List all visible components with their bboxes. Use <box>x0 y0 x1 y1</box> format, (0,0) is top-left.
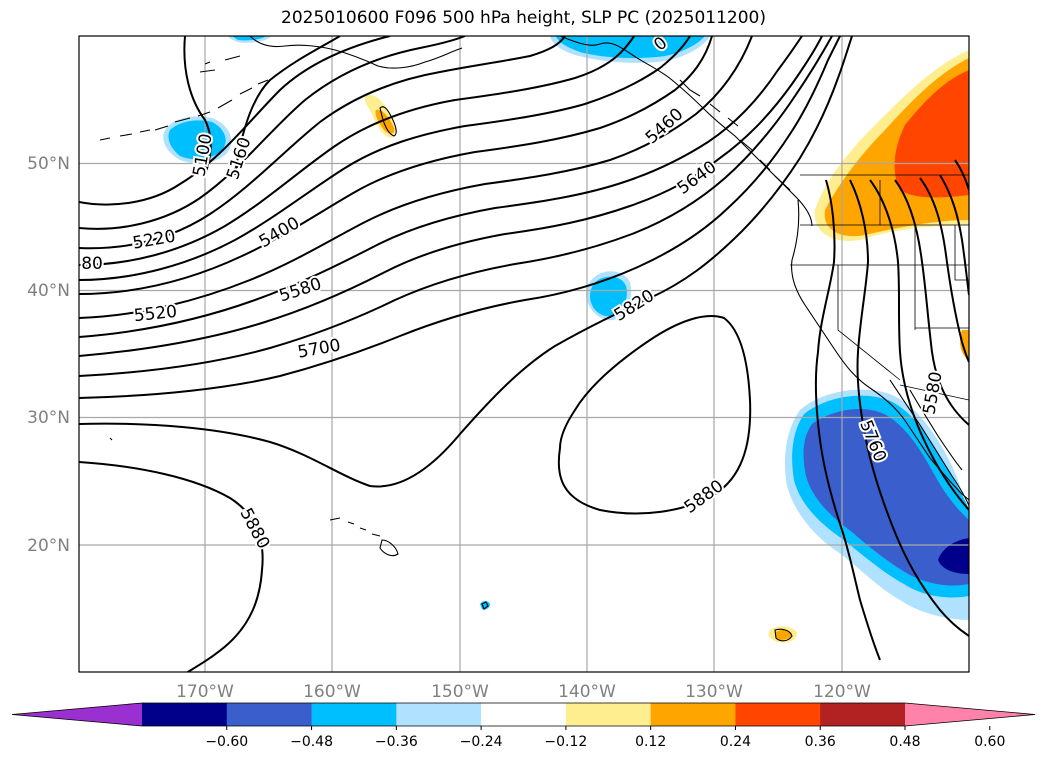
contour-5820 <box>79 36 853 488</box>
contour-label: 80 <box>81 254 103 274</box>
colorbar-segment <box>565 703 652 726</box>
colorbar-segment <box>226 703 313 726</box>
lat-label: 30°N <box>27 408 70 428</box>
colorbar-segment <box>311 703 397 726</box>
colorbar-segment <box>735 703 821 726</box>
contour-5880-closed <box>557 315 752 515</box>
colorbar-extend-min <box>12 703 142 726</box>
colorbar-tick-label: 0.36 <box>805 734 836 750</box>
colorbar-tick-label: −0.48 <box>290 734 333 750</box>
positive-anomaly-inner <box>894 70 969 198</box>
plot-area: 5100 5160 5220 5400 5460 5520 5580 5640 … <box>79 36 969 672</box>
colorbar-tick-label: 0.12 <box>635 734 666 750</box>
colorbar-tick-labels: −0.60 −0.48 −0.36 −0.24 −0.12 0.12 0.24 0.36 0.4… <box>205 726 1005 750</box>
lat-label: 50°N <box>27 154 70 174</box>
contour-5460 <box>79 36 713 295</box>
contour-5220 <box>79 36 391 206</box>
contour-5640 <box>79 36 823 357</box>
lon-label: 120°W <box>813 682 871 702</box>
state-borders <box>790 180 969 401</box>
plot-frame <box>78 35 970 673</box>
contour-5520 <box>79 36 753 319</box>
lat-label: 40°N <box>27 281 70 301</box>
colorbar-segment <box>396 703 482 726</box>
hawaii-islands <box>329 517 399 557</box>
lat-label: 20°N <box>27 536 70 556</box>
colorbar <box>11 702 1036 727</box>
lon-label: 160°W <box>303 682 361 702</box>
alaska-coast <box>249 36 463 69</box>
colorbar-outline <box>11 702 1036 727</box>
haida-gwaii <box>379 106 397 137</box>
colorbar-segment <box>820 703 906 726</box>
lon-axis-labels: 170°W 160°W 150°W 140°W 130°W 120°W <box>176 682 871 702</box>
contour-5760 <box>814 179 881 661</box>
contour-5580-east <box>869 179 969 511</box>
contour-5880 <box>79 461 264 672</box>
aleutian-islands <box>99 79 269 141</box>
coastlines <box>99 36 969 642</box>
lon-label: 170°W <box>176 682 234 702</box>
colorbar-segment <box>650 703 736 726</box>
colorbar-tick-label: 0.48 <box>889 734 920 750</box>
colorbar-tick-label: −0.60 <box>205 734 248 750</box>
contour-5160 <box>234 36 341 176</box>
lon-label: 140°W <box>558 682 616 702</box>
contour-5700 <box>79 36 833 377</box>
colorbar-tick-label: −0.24 <box>460 734 503 750</box>
colorbar-tick-label: −0.36 <box>375 734 418 750</box>
colorbar-tick-label: 0.60 <box>974 734 1005 750</box>
lon-label: 130°W <box>685 682 743 702</box>
colorbar-tick-label: −0.12 <box>544 734 587 750</box>
grid-lines <box>79 36 969 672</box>
colorbar-extend-max <box>905 703 1035 726</box>
lon-label: 150°W <box>431 682 489 702</box>
gulf-california <box>909 389 963 471</box>
contour-5100 <box>183 36 212 176</box>
colorbar-tick-label: 0.24 <box>720 734 751 750</box>
baja-coast <box>889 379 969 507</box>
map-title: 2025010600 F096 500 hPa height, SLP PC (… <box>281 8 766 28</box>
lat-axis-labels: 50°N 40°N 30°N 20°N <box>27 154 70 556</box>
contour-5580 <box>79 36 803 338</box>
colorbar-segment <box>481 703 567 726</box>
colorbar-segment <box>142 703 228 726</box>
height-contours <box>79 36 969 672</box>
